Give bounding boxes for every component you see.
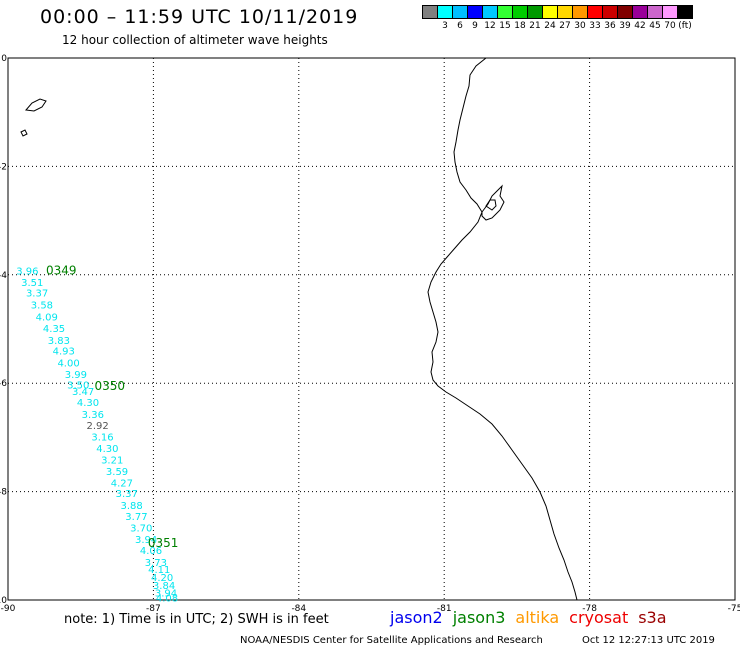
legend-label: 3 [442, 21, 448, 31]
swh-track: 3.963.513.373.584.094.353.834.934.003.99… [16, 266, 178, 604]
lat-tick-label: -8 [0, 488, 7, 498]
swh-value: 3.36 [82, 410, 104, 421]
swh-value: 3.21 [101, 456, 123, 467]
map-subtitle: 12 hour collection of altimeter wave hei… [62, 33, 328, 47]
footnote: note: 1) Time is in UTC; 2) SWH is in fe… [64, 612, 329, 627]
swh-value: 2.92 [87, 421, 109, 432]
swh-value: 4.11 [148, 565, 170, 576]
swh-value: 3.94 [155, 588, 177, 599]
legend-label: 9 [472, 21, 478, 31]
lat-tick-label: -2 [0, 162, 7, 172]
swh-value: 3.70 [130, 523, 152, 534]
lat-tick-label: -6 [0, 379, 7, 389]
swh-value: 4.30 [77, 398, 99, 409]
swh-value: 3.73 [145, 558, 167, 569]
legend-label: 39 [619, 21, 631, 31]
swh-value: 3.37 [116, 489, 138, 500]
legend-label: 12 [484, 21, 496, 31]
swh-value: 3.96 [16, 266, 38, 277]
lon-tick-label: -75 [728, 604, 740, 614]
swh-value: 3.99 [65, 370, 87, 381]
swh-value: 3.77 [125, 512, 147, 523]
lat-tick-label: -4 [0, 271, 7, 281]
legend-unit: (ft) [678, 21, 692, 31]
swh-value: 3.37 [26, 289, 48, 300]
island-small [20, 129, 28, 137]
swh-value: 3.50 [67, 380, 89, 391]
lon-tick-label: -84 [291, 604, 306, 614]
swh-value: 3.47 [72, 387, 94, 398]
map-frame [7, 57, 736, 601]
legend-label: 21 [529, 21, 541, 31]
swh-value: 3.84 [153, 581, 175, 592]
legend-label: 24 [544, 21, 556, 31]
generated-timestamp: Oct 12 12:27:13 UTC 2019 [582, 635, 715, 646]
mission-altika: altika [515, 608, 560, 627]
legend-label: 70 [664, 21, 676, 31]
swh-value: 4.09 [36, 313, 58, 324]
swh-value: 3.16 [91, 432, 113, 443]
time-label: 0350 [95, 379, 126, 393]
coastline-mainland [427, 57, 578, 601]
credit: NOAA/NESDIS Center for Satellite Applica… [240, 635, 543, 646]
swh-value: 4.35 [43, 324, 65, 335]
lat-tick-label: 0 [1, 54, 7, 64]
swh-value: 3.94 [135, 535, 157, 546]
legend-label: 42 [634, 21, 646, 31]
mission-jason3: jason3 [452, 608, 506, 627]
axis-labels: -90 -87 -84 -81 -78 -75 0 -2 -4 -6 -8 -10 [0, 54, 740, 614]
time-label: 0349 [46, 263, 77, 277]
map-grid [7, 57, 736, 601]
mission-legend: jason2 jason3 altika cryosat s3a [390, 608, 677, 627]
island-puna [485, 199, 497, 211]
legend-label: 30 [574, 21, 586, 31]
legend-label: 6 [457, 21, 463, 31]
lat-tick-label: -10 [0, 596, 7, 606]
swh-value: 4.30 [96, 444, 118, 455]
legend-label: 45 [649, 21, 661, 31]
wave-height-legend [422, 5, 693, 19]
map-title: 00:00 – 11:59 UTC 10/11/2019 [40, 6, 359, 28]
swh-value: 4.20 [151, 573, 173, 584]
lon-tick-label: -90 [1, 604, 16, 614]
mission-s3a: s3a [638, 608, 667, 627]
coastline [20, 57, 578, 601]
legend-labels: 3 6 9 12 15 18 21 24 27 30 33 36 39 42 45 70 (ft) [422, 21, 740, 33]
legend-label: 18 [514, 21, 526, 31]
time-label: 0351 [148, 536, 179, 550]
time-labels: 0349 0350 0351 [46, 263, 178, 550]
swh-value: 4.00 [57, 359, 79, 370]
swh-value: 3.88 [120, 501, 142, 512]
swh-value: 3.58 [31, 301, 53, 312]
swh-value: 4.93 [53, 347, 75, 358]
swh-value: 3.51 [21, 278, 43, 289]
swh-value: 4.08 [156, 593, 178, 604]
swh-value: 4.27 [111, 478, 133, 489]
swh-value: 3.83 [48, 336, 70, 347]
legend-swatch [677, 5, 693, 19]
legend-label: 15 [499, 21, 511, 31]
swh-value: 3.59 [106, 467, 128, 478]
lon-tick-label: -87 [146, 604, 161, 614]
swh-value: 4.06 [140, 546, 162, 557]
legend-label: 27 [559, 21, 571, 31]
lon-tick-label: -78 [582, 604, 597, 614]
island-isabela [25, 98, 47, 112]
coastline-gulf-of-guayaquil [481, 184, 505, 221]
mission-jason2: jason2 [390, 608, 443, 627]
legend-label: 33 [589, 21, 601, 31]
legend-label: 36 [604, 21, 616, 31]
lon-tick-label: -81 [437, 604, 452, 614]
mission-cryosat: cryosat [569, 608, 629, 627]
